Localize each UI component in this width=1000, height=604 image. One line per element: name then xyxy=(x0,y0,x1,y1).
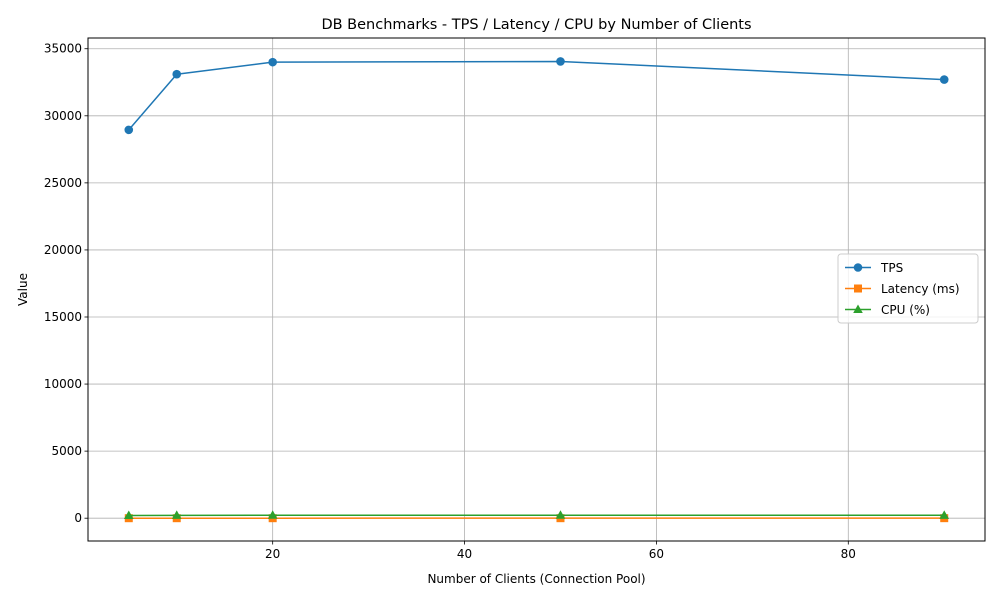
y-tick-label: 30000 xyxy=(44,109,82,123)
legend-swatch-marker xyxy=(854,263,863,272)
legend-swatch-marker xyxy=(854,285,862,293)
chart-title: DB Benchmarks - TPS / Latency / CPU by N… xyxy=(321,17,751,33)
y-tick-label: 0 xyxy=(74,511,82,525)
legend-label: CPU (%) xyxy=(881,303,930,317)
x-axis-label: Number of Clients (Connection Pool) xyxy=(427,572,645,586)
x-tick-label: 80 xyxy=(841,547,856,561)
x-tick-label: 20 xyxy=(265,547,280,561)
y-tick-label: 10000 xyxy=(44,377,82,391)
x-tick-label: 40 xyxy=(457,547,472,561)
legend-label: TPS xyxy=(880,261,903,275)
y-tick-label: 15000 xyxy=(44,310,82,324)
y-tick-label: 25000 xyxy=(44,176,82,190)
data-point-tps xyxy=(124,126,133,135)
y-axis-label: Value xyxy=(16,273,30,306)
data-point-tps xyxy=(268,58,277,67)
y-tick-label: 35000 xyxy=(44,42,82,56)
x-tick-label: 60 xyxy=(649,547,664,561)
data-point-tps xyxy=(172,70,181,79)
legend-label: Latency (ms) xyxy=(881,282,960,296)
legend: TPS Latency (ms) CPU (%) xyxy=(838,254,978,323)
data-point-tps xyxy=(556,57,565,66)
y-tick-label: 5000 xyxy=(51,444,82,458)
y-tick-label: 20000 xyxy=(44,243,82,257)
data-point-tps xyxy=(940,75,949,84)
